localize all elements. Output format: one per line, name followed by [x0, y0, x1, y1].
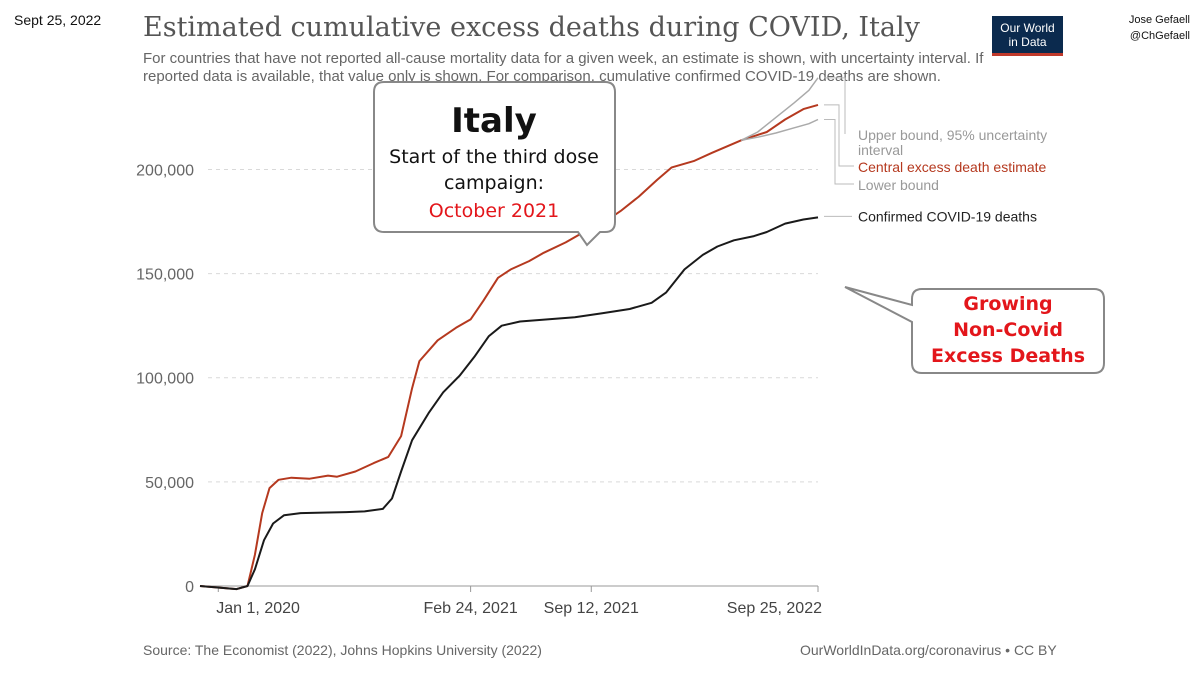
x-tick-label: Sep 25, 2022	[727, 600, 822, 617]
callout-italy: Italy Start of the third dose campaign: …	[373, 81, 616, 247]
series-central-line	[199, 103, 819, 591]
chart-subtitle: For countries that have not reported all…	[143, 50, 984, 85]
y-tick-label: 200,000	[136, 162, 194, 179]
author-credit: Jose Gefaell @ChGefaell	[1110, 12, 1190, 44]
callout-italy-bubble	[373, 81, 616, 247]
label-central-estimate: Central excess death estimate	[858, 159, 1047, 175]
y-tick-label: 0	[185, 579, 194, 596]
source-note: Source: The Economist (2022), Johns Hopk…	[143, 642, 542, 658]
x-tick-label: Feb 24, 2021	[423, 600, 517, 617]
connector-upper	[824, 77, 846, 134]
x-tick-label: Jan 1, 2020	[216, 600, 300, 617]
callout-italy-title: Italy	[451, 101, 537, 141]
author-handle: @ChGefaell	[1129, 30, 1190, 42]
callout-non-covid: Growing Non-Covid Excess Deaths	[844, 286, 1105, 374]
callout-non-covid-bubble	[844, 286, 1105, 374]
series-confirmed-line	[199, 216, 819, 591]
callout-italy-line3: October 2021	[429, 200, 559, 222]
y-tick-label: 100,000	[136, 371, 194, 388]
callout-non-covid-line3: Excess Deaths	[931, 345, 1085, 367]
series-upper-line	[740, 77, 819, 141]
label-lower-bound: Lower bound	[858, 177, 939, 193]
x-tick-label: Sep 12, 2021	[544, 600, 639, 617]
date-label: Sept 25, 2022	[14, 12, 102, 28]
connector-central	[824, 104, 854, 167]
owid-logo[interactable]: Our World in Data	[992, 16, 1063, 56]
logo-line-2: in Data	[1008, 35, 1047, 49]
author-name: Jose Gefaell	[1128, 14, 1190, 26]
callout-italy-line1: Start of the third dose	[389, 146, 599, 168]
callout-non-covid-line1: Growing	[963, 293, 1052, 315]
callout-non-covid-line2: Non-Covid	[953, 319, 1063, 341]
y-tick-label: 150,000	[136, 267, 194, 284]
label-confirmed-deaths: Confirmed COVID-19 deaths	[858, 208, 1037, 224]
y-tick-label: 50,000	[145, 475, 194, 492]
chart-title: Estimated cumulative excess deaths durin…	[143, 12, 920, 43]
label-upper-bound-2: interval	[858, 142, 903, 158]
license-link[interactable]: OurWorldInData.org/coronavirus • CC BY	[800, 642, 1057, 658]
logo-line-1: Our World	[1000, 21, 1055, 35]
connector-lower	[824, 118, 854, 185]
series-lower-line	[741, 118, 819, 142]
label-upper-bound-1: Upper bound, 95% uncertainty	[858, 127, 1047, 143]
callout-italy-line2: campaign:	[444, 172, 544, 194]
